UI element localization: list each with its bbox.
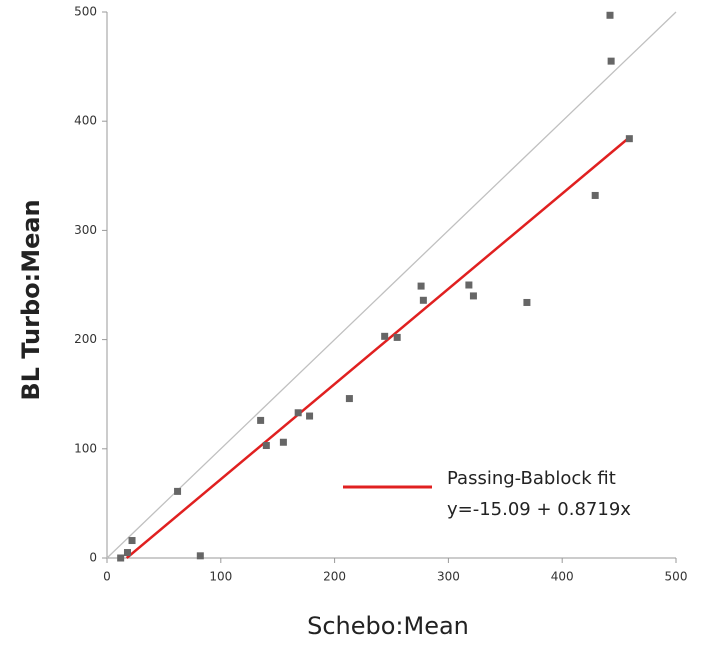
point — [123, 549, 131, 557]
point — [196, 552, 204, 560]
x-tick-label: 0 — [103, 570, 111, 584]
point — [469, 292, 477, 300]
point — [294, 409, 302, 417]
y-tick-label: 400 — [74, 114, 97, 128]
point — [279, 438, 287, 446]
y-tick-label: 100 — [74, 441, 97, 455]
point — [174, 487, 182, 495]
y-tick-label: 500 — [74, 5, 97, 19]
y-tick-label: 0 — [89, 551, 97, 565]
identity-line — [106, 11, 677, 559]
y-tick-label: 300 — [74, 223, 97, 237]
point — [257, 416, 265, 424]
x-tick-label: 400 — [551, 570, 574, 584]
point — [607, 57, 615, 65]
point — [606, 11, 614, 19]
point — [417, 282, 425, 290]
point — [591, 191, 599, 199]
y-tick-label: 200 — [74, 332, 97, 346]
point — [523, 298, 531, 306]
point — [306, 412, 314, 420]
y-axis-title: BL Turbo:Mean — [17, 199, 45, 400]
point — [117, 554, 125, 562]
fit-line — [125, 135, 632, 559]
point — [128, 537, 136, 545]
point — [419, 296, 427, 304]
point — [381, 332, 389, 340]
legend-label: Passing-Bablock fit — [447, 468, 616, 489]
x-axis-title: Schebo:Mean — [307, 612, 469, 640]
point — [262, 442, 270, 450]
fit-equation: y=-15.09 + 0.8719x — [447, 499, 631, 520]
point — [625, 135, 633, 143]
point — [393, 333, 401, 341]
point — [345, 395, 353, 403]
x-tick-label: 300 — [437, 570, 460, 584]
x-tick-label: 100 — [209, 570, 232, 584]
x-tick-label: 200 — [323, 570, 346, 584]
x-tick-label: 500 — [665, 570, 688, 584]
point — [465, 281, 473, 289]
